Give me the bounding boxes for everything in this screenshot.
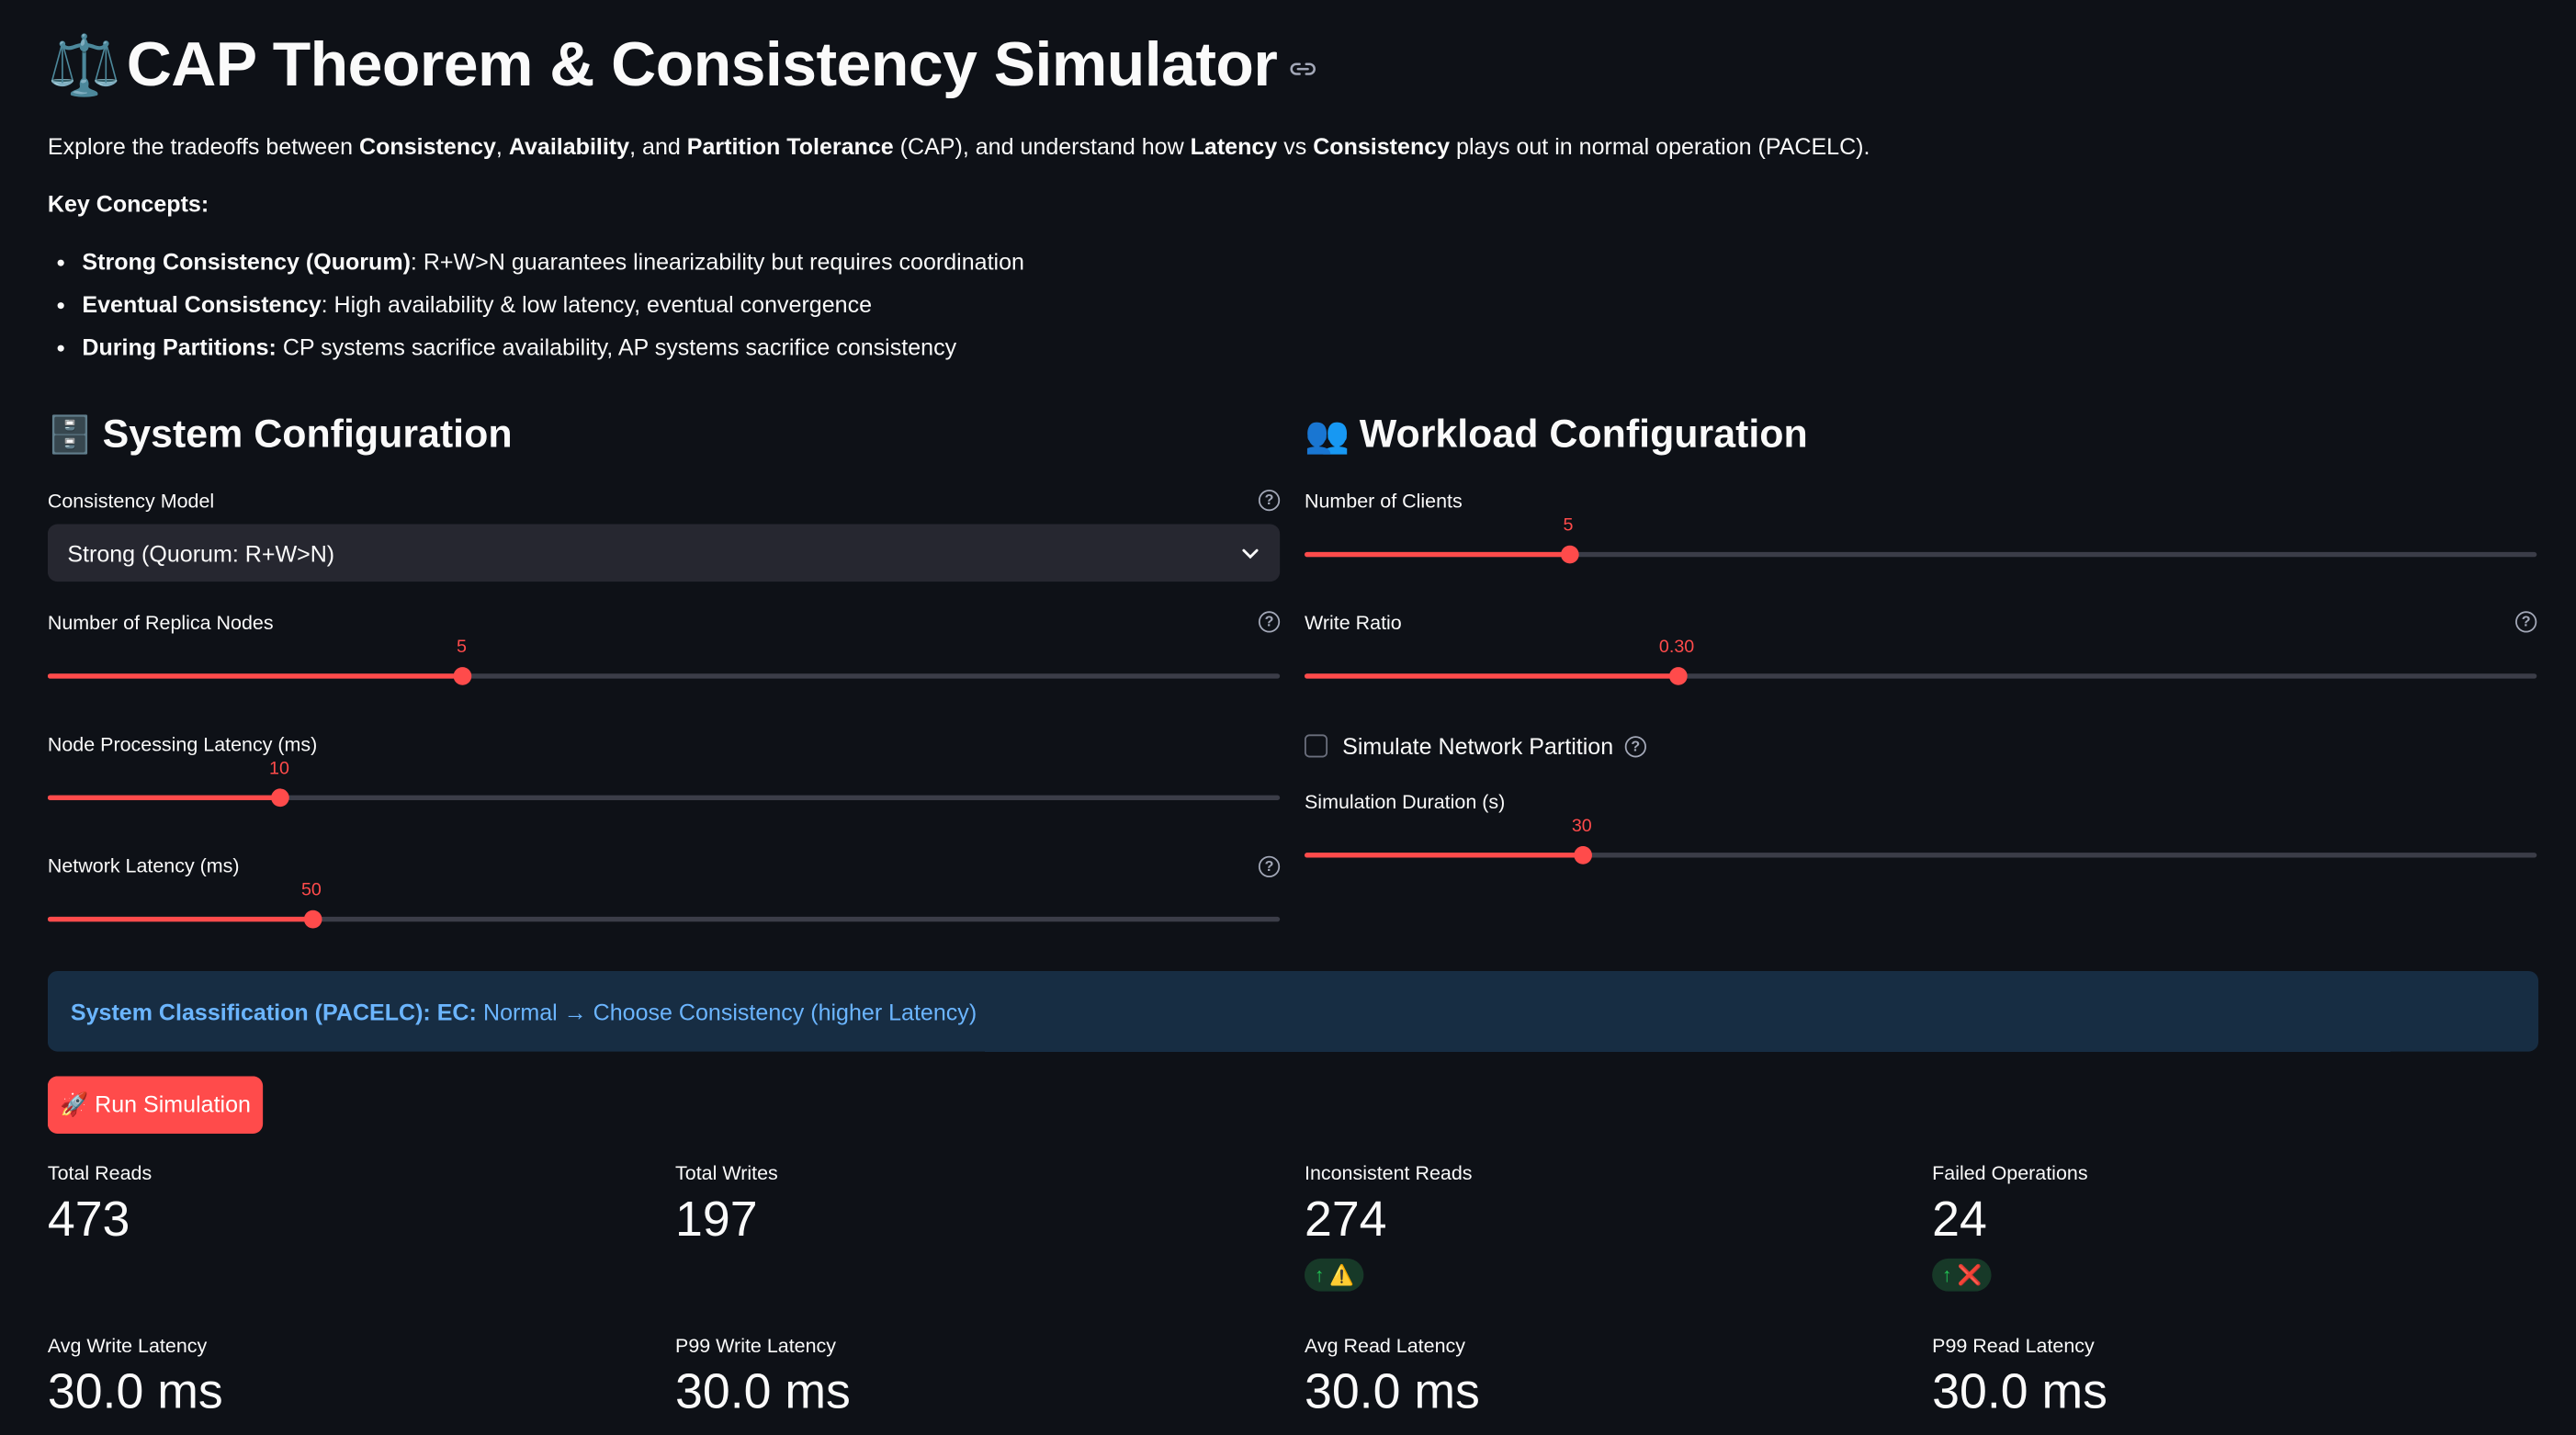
slider-thumb[interactable] (1668, 667, 1687, 685)
network-latency-label: Network Latency (ms) (47, 853, 240, 878)
slider-thumb[interactable] (1560, 545, 1578, 564)
write-ratio-label: Write Ratio (1304, 611, 1402, 635)
workload-config-heading: 👥 Workload Configuration (1305, 409, 1808, 461)
metric-avg-read-latency: Avg Read Latency 30.0 ms (1304, 1334, 1480, 1420)
slider-thumb[interactable] (271, 788, 289, 808)
delta-badge: ↑ ⚠️ (1304, 1258, 1364, 1292)
slider-value: 50 (300, 880, 322, 901)
metric-p99-read-latency: P99 Read Latency 30.0 ms (1932, 1334, 2108, 1420)
list-item: Strong Consistency (Quorum): R+W>N guara… (82, 240, 1024, 282)
write-ratio-slider[interactable]: 0.30 (1304, 638, 2537, 693)
consistency-model-value: Strong (Quorum: R+W>N) (67, 539, 335, 567)
slider-value: 30 (1571, 816, 1592, 837)
users-icon: 👥 (1304, 413, 1350, 456)
link-icon[interactable] (1291, 56, 1317, 85)
list-item: Eventual Consistency: High availability … (82, 283, 1024, 325)
slider-value: 5 (457, 637, 467, 658)
intro-text: Explore the tradeoffs between Consistenc… (47, 132, 1870, 160)
simulation-duration-label: Simulation Duration (s) (1304, 790, 1506, 814)
help-icon[interactable]: ? (1258, 611, 1281, 633)
simulate-partition-label: Simulate Network Partition (1342, 732, 1614, 760)
system-config-heading: 🗄️ System Configuration (48, 409, 513, 461)
consistency-model-label: Consistency Model (47, 489, 215, 513)
simulate-partition-checkbox[interactable]: Simulate Network Partition ? (1304, 732, 1646, 760)
concepts-list: Strong Consistency (Quorum): R+W>N guara… (48, 240, 1024, 367)
slider-value: 5 (1563, 515, 1574, 537)
slider-thumb[interactable] (453, 667, 472, 685)
page-title: ⚖️ CAP Theorem & Consistency Simulator (48, 27, 1316, 106)
run-simulation-button[interactable]: 🚀 Run Simulation (47, 1076, 264, 1134)
number-of-clients-label: Number of Clients (1304, 489, 1463, 513)
slider-thumb[interactable] (1573, 846, 1592, 864)
metric-total-reads: Total Reads 473 (47, 1161, 153, 1248)
consistency-model-select[interactable]: Strong (Quorum: R+W>N) (47, 524, 1281, 582)
cabinet-icon: 🗄️ (47, 413, 93, 456)
metric-total-writes: Total Writes 197 (675, 1161, 778, 1248)
metric-failed-operations: Failed Operations 24 ↑ ❌ (1932, 1161, 2088, 1292)
delta-badge: ↑ ❌ (1932, 1258, 1993, 1292)
metric-avg-write-latency: Avg Write Latency 30.0 ms (47, 1334, 223, 1420)
page-title-text: CAP Theorem & Consistency Simulator (126, 30, 1278, 101)
slider-value: 10 (269, 759, 289, 779)
chevron-down-icon (1242, 548, 1259, 559)
help-icon[interactable]: ? (1258, 489, 1281, 512)
replica-nodes-label: Number of Replica Nodes (47, 611, 274, 635)
metric-inconsistent-reads: Inconsistent Reads 274 ↑ ⚠️ (1304, 1161, 1473, 1292)
network-latency-slider[interactable]: 50 (47, 881, 1281, 936)
classification-text: Normal → Choose Consistency (higher Late… (483, 998, 977, 1025)
help-icon[interactable]: ? (1258, 855, 1281, 878)
slider-value: 0.30 (1658, 637, 1695, 658)
classification-info-box: System Classification (PACELC): EC: Norm… (47, 970, 2539, 1052)
list-item: During Partitions: CP systems sacrifice … (82, 325, 1024, 367)
balance-scale-icon: ⚖️ (47, 30, 122, 99)
simulation-duration-slider[interactable]: 30 (1304, 817, 2537, 872)
key-concepts-label: Key Concepts: (47, 190, 209, 218)
node-processing-latency-slider[interactable]: 10 (47, 759, 1281, 815)
metric-p99-write-latency: P99 Write Latency 30.0 ms (675, 1334, 851, 1420)
help-icon[interactable]: ? (2515, 611, 2537, 633)
node-processing-latency-label: Node Processing Latency (ms) (47, 732, 318, 756)
replica-nodes-slider[interactable]: 5 (47, 638, 1281, 693)
help-icon[interactable]: ? (1624, 735, 1646, 757)
slider-thumb[interactable] (302, 910, 322, 929)
checkbox-box[interactable] (1304, 734, 1328, 758)
classification-label: System Classification (PACELC): EC: (70, 998, 477, 1025)
number-of-clients-slider[interactable]: 5 (1304, 516, 2537, 571)
